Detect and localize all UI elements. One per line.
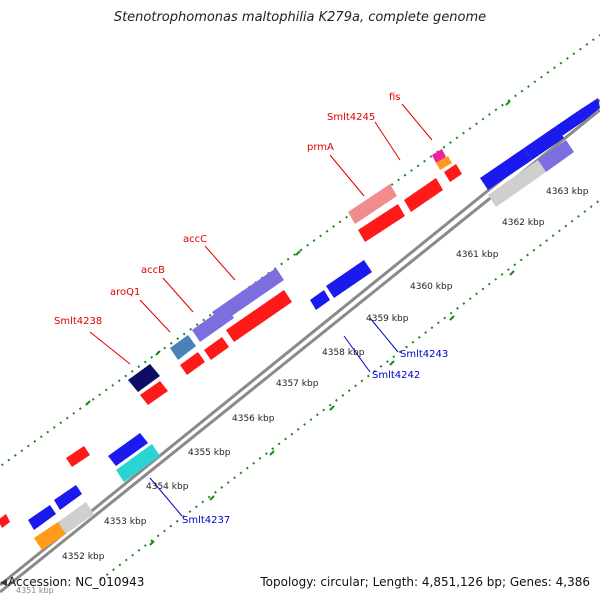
- map-title: Stenotrophomonas maltophilia K279a, comp…: [113, 10, 487, 25]
- reverse-genes: [34, 140, 574, 550]
- gene-blue[interactable]: [310, 290, 330, 310]
- gene-red[interactable]: [180, 352, 205, 375]
- gene-label[interactable]: aroQ1: [110, 287, 140, 298]
- outer-dotted-guide: [0, 34, 600, 468]
- tick-marks: [85, 100, 515, 546]
- tick-label: 4352 kbp: [62, 552, 105, 562]
- accession-text: Accession: NC_010943: [8, 575, 145, 589]
- label-leaders: [89, 103, 433, 517]
- gene-red[interactable]: [358, 204, 405, 242]
- gene-blue[interactable]: [28, 505, 56, 530]
- gene-blue[interactable]: [578, 98, 600, 121]
- gene-blue[interactable]: [326, 260, 372, 298]
- gene-red[interactable]: [0, 514, 10, 528]
- gene-label[interactable]: accB: [141, 265, 165, 276]
- corner-tick-label: 4351 kbp: [16, 586, 54, 595]
- tick-label: 4363 kbp: [546, 187, 589, 197]
- gene-label[interactable]: Smlt4242: [372, 370, 420, 381]
- gene-label[interactable]: accC: [183, 234, 207, 245]
- tick-label: 4358 kbp: [322, 348, 365, 358]
- gene-blue[interactable]: [108, 433, 148, 466]
- gene-purple[interactable]: [538, 140, 574, 172]
- gene-red[interactable]: [404, 178, 443, 212]
- gene-red[interactable]: [444, 164, 462, 182]
- gene-gray[interactable]: [488, 160, 546, 207]
- tick-label: 4360 kbp: [410, 282, 453, 292]
- tick-label: 4353 kbp: [104, 517, 147, 527]
- gene-magenta[interactable]: [432, 149, 446, 163]
- gene-blue[interactable]: [480, 148, 532, 190]
- gene-red[interactable]: [66, 446, 90, 467]
- gene-label[interactable]: prmA: [307, 142, 334, 153]
- tick-label: 4356 kbp: [232, 414, 275, 424]
- genome-summary-text: Topology: circular; Length: 4,851,126 bp…: [260, 575, 590, 589]
- gene-label[interactable]: Smlt4243: [400, 349, 448, 360]
- tick-labels: 4352 kbp 4353 kbp 4354 kbp 4355 kbp 4356 kbp…: [62, 187, 589, 562]
- tick-label: 4354 kbp: [146, 482, 189, 492]
- forward-genes: [0, 98, 600, 530]
- gene-purple[interactable]: [212, 268, 284, 324]
- gene-navy[interactable]: [128, 364, 160, 392]
- gene-label[interactable]: fis: [389, 92, 401, 103]
- gene-label[interactable]: Smlt4238: [54, 316, 102, 327]
- gene-orange[interactable]: [34, 522, 66, 550]
- gene-red[interactable]: [204, 337, 229, 360]
- tick-label: 4355 kbp: [188, 448, 231, 458]
- gene-label[interactable]: Smlt4245: [327, 112, 375, 123]
- gene-blue[interactable]: [556, 111, 584, 136]
- gene-gray[interactable]: [58, 502, 94, 534]
- gene-blue[interactable]: [54, 485, 82, 510]
- tick-label: 4361 kbp: [456, 250, 499, 260]
- tick-label: 4359 kbp: [366, 314, 409, 324]
- navigation-arrow-icon[interactable]: ◀: [0, 578, 7, 588]
- gene-red[interactable]: [140, 381, 168, 405]
- gene-orange[interactable]: [436, 156, 452, 170]
- inner-dotted-guide: [99, 199, 600, 581]
- tick-label: 4357 kbp: [276, 379, 319, 389]
- reverse-gene-labels: Smlt4237 Smlt4242 Smlt4243: [182, 349, 448, 526]
- gene-cyan[interactable]: [116, 444, 160, 482]
- gene-pink[interactable]: [348, 184, 397, 224]
- gene-blue[interactable]: [524, 126, 564, 160]
- gene-label[interactable]: Smlt4237: [182, 515, 230, 526]
- tick-label: 4362 kbp: [502, 218, 545, 228]
- gene-steelblue[interactable]: [170, 335, 196, 360]
- gene-red[interactable]: [226, 290, 292, 342]
